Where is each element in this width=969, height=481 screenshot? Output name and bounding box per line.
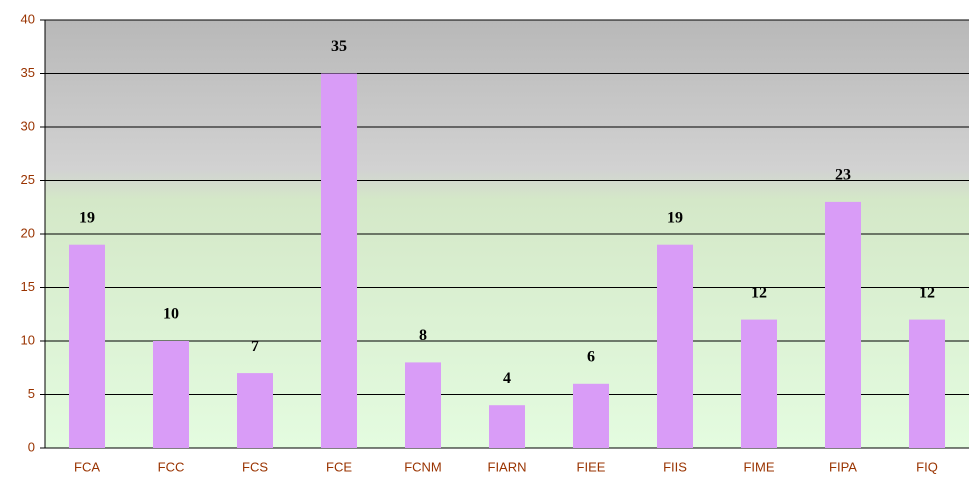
data-label: 35 [331, 38, 347, 55]
x-tick-label: FCC [158, 459, 185, 474]
data-label: 12 [751, 284, 767, 301]
data-label: 7 [251, 338, 259, 355]
y-tick-label: 25 [21, 172, 35, 187]
bar [741, 319, 777, 448]
bar [237, 373, 273, 448]
x-tick-label: FIIS [663, 459, 687, 474]
data-label: 12 [919, 284, 935, 301]
bar [573, 383, 609, 448]
y-tick-label: 15 [21, 279, 35, 294]
bar [69, 244, 105, 448]
y-tick-label: 30 [21, 118, 35, 133]
data-label: 19 [667, 209, 683, 226]
y-tick-label: 40 [21, 11, 35, 26]
x-tick-label: FCA [74, 459, 100, 474]
data-label: 6 [587, 348, 595, 365]
y-tick-label: 10 [21, 332, 35, 347]
bar [321, 73, 357, 448]
y-tick-label: 0 [28, 439, 35, 454]
x-tick-label: FCS [242, 459, 268, 474]
y-tick-label: 35 [21, 65, 35, 80]
data-label: 4 [503, 370, 511, 387]
y-tick-label: 20 [21, 225, 35, 240]
x-tick-label: FIQ [916, 459, 938, 474]
bar [825, 201, 861, 448]
x-tick-label: FIME [743, 459, 774, 474]
data-label: 10 [163, 306, 179, 323]
x-tick-label: FIPA [829, 459, 857, 474]
x-tick-label: FCE [326, 459, 352, 474]
bar [489, 405, 525, 448]
data-label: 19 [79, 209, 95, 226]
data-label: 23 [835, 167, 851, 184]
x-tick-label: FIARN [488, 459, 527, 474]
x-tick-label: FIEE [577, 459, 606, 474]
data-label: 8 [419, 327, 427, 344]
bar [405, 362, 441, 448]
y-tick-label: 5 [28, 386, 35, 401]
bar [909, 319, 945, 448]
bar [153, 341, 189, 448]
x-tick-label: FCNM [404, 459, 442, 474]
bar [657, 244, 693, 448]
